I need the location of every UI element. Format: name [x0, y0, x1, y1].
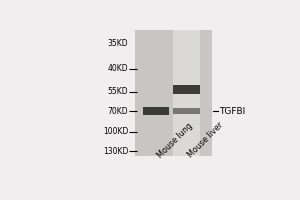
Text: 100KD: 100KD: [103, 127, 128, 136]
Text: 70KD: 70KD: [108, 107, 128, 116]
Text: Mouse lung: Mouse lung: [156, 121, 195, 160]
Text: Mouse liver: Mouse liver: [186, 121, 225, 160]
Bar: [173, 108, 200, 114]
Bar: [143, 107, 169, 115]
Bar: [173, 85, 200, 94]
Text: 40KD: 40KD: [108, 64, 128, 73]
Bar: [173, 30, 200, 156]
Bar: [135, 30, 212, 156]
Text: TGFBI: TGFBI: [219, 107, 245, 116]
Text: 130KD: 130KD: [103, 147, 128, 156]
Text: 55KD: 55KD: [108, 87, 128, 96]
Text: 35KD: 35KD: [108, 39, 128, 48]
